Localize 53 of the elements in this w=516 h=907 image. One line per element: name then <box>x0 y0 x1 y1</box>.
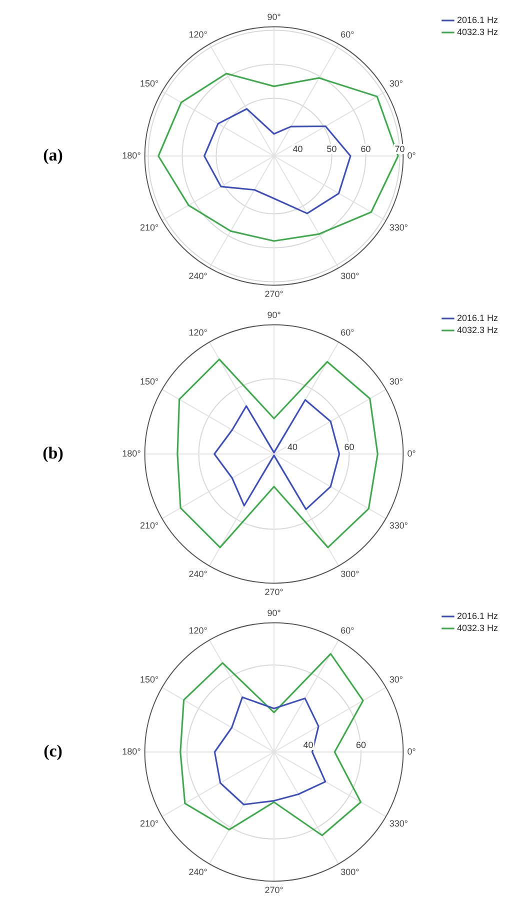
legend-label: 2016.1 Hz <box>456 14 498 25</box>
spoke-label: 210° <box>140 520 160 530</box>
y-tick-label: 60 <box>356 740 366 750</box>
spoke-label: 30° <box>389 78 404 88</box>
y-tick-label: 60 <box>360 144 371 154</box>
legend-label: 4032.3 Hz <box>456 622 498 633</box>
spoke-label: 30° <box>389 376 404 386</box>
legend-label: 4032.3 Hz <box>456 324 498 335</box>
spoke-label: 150° <box>140 78 160 88</box>
spoke-label: 90° <box>267 310 282 320</box>
spoke-label: 330° <box>389 222 408 232</box>
spoke-label: 0° <box>407 150 416 160</box>
legend-label: 2016.1 Hz <box>456 312 498 323</box>
spoke-label: 300° <box>340 271 360 282</box>
spoke-label: 60° <box>340 626 355 636</box>
text: (c) <box>44 741 62 760</box>
spoke-label: 0° <box>407 746 416 756</box>
spoke-label: 210° <box>140 818 160 828</box>
spoke-label: 300° <box>340 867 360 878</box>
legend-label: 4032.3 Hz <box>456 26 498 37</box>
legend-label: 2016.1 Hz <box>456 610 498 621</box>
spoke-label: 90° <box>267 12 282 22</box>
spoke-label: 180° <box>122 746 142 756</box>
text: (b) <box>42 443 64 462</box>
spoke-label: 330° <box>389 818 408 828</box>
spoke-label: 270° <box>264 289 284 300</box>
y-tick-label: 40 <box>303 740 314 750</box>
spoke-label: 240° <box>188 271 208 282</box>
spoke-label: 60° <box>340 328 355 338</box>
spoke-label: 120° <box>188 328 208 338</box>
spoke-label: 120° <box>188 30 208 40</box>
spoke-label: 120° <box>188 626 208 636</box>
spoke-label: 180° <box>122 448 142 458</box>
spoke-label: 180° <box>122 150 142 160</box>
y-tick-label: 70 <box>394 144 405 154</box>
spoke-label: 210° <box>140 222 160 232</box>
spoke-label: 300° <box>340 569 360 580</box>
spoke-label: 330° <box>389 520 408 530</box>
y-tick-label: 60 <box>344 442 354 452</box>
y-tick-label: 40 <box>287 442 298 452</box>
spoke-label: 240° <box>188 867 208 878</box>
y-tick-label: 40 <box>292 144 303 154</box>
spoke-label: 240° <box>188 569 208 580</box>
y-tick-label: 50 <box>326 144 337 154</box>
spoke-label: 30° <box>389 674 404 684</box>
spoke-label: 60° <box>340 30 355 40</box>
spoke-label: 270° <box>264 885 284 896</box>
spoke-label: 0° <box>407 448 416 458</box>
spoke-label: 90° <box>267 608 282 618</box>
spoke-label: 150° <box>140 376 160 386</box>
text: (a) <box>43 145 63 164</box>
spoke-label: 150° <box>140 674 160 684</box>
spoke-label: 270° <box>264 587 284 598</box>
